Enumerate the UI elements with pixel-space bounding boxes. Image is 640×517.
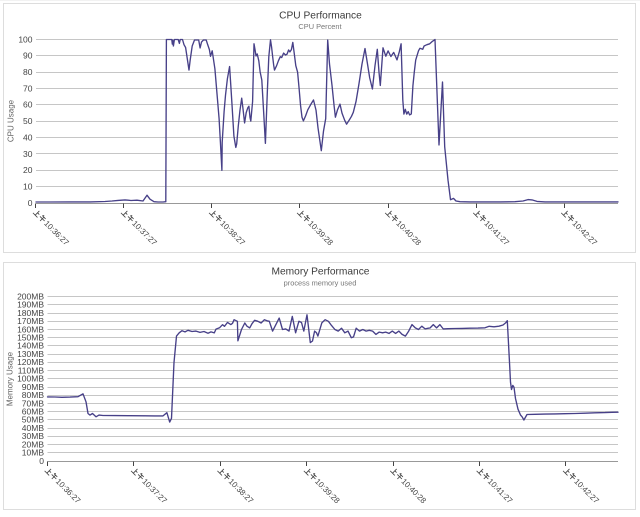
svg-text:30MB: 30MB [22, 431, 45, 441]
svg-text:20MB: 20MB [22, 439, 45, 449]
svg-text:40MB: 40MB [22, 423, 45, 433]
svg-text:90MB: 90MB [22, 382, 45, 392]
svg-text:90: 90 [23, 51, 33, 61]
svg-text:110MB: 110MB [18, 365, 45, 375]
svg-text:CPU Performance: CPU Performance [279, 11, 362, 22]
svg-text:170MB: 170MB [17, 316, 44, 326]
svg-text:process memory used: process memory used [284, 279, 357, 288]
svg-text:50MB: 50MB [22, 415, 45, 425]
svg-text:100: 100 [18, 34, 32, 44]
svg-text:Memory Usage: Memory Usage [6, 351, 15, 406]
svg-text:150MB: 150MB [17, 333, 44, 343]
svg-text:20: 20 [23, 165, 33, 175]
svg-text:190MB: 190MB [17, 300, 44, 310]
svg-text:120MB: 120MB [17, 357, 44, 367]
svg-text:160MB: 160MB [17, 324, 44, 334]
svg-text:100MB: 100MB [17, 374, 44, 384]
svg-text:40: 40 [23, 132, 33, 142]
svg-text:180MB: 180MB [17, 308, 44, 318]
svg-text:80MB: 80MB [22, 390, 45, 400]
svg-text:30: 30 [23, 149, 33, 159]
svg-text:Memory Performance: Memory Performance [272, 267, 370, 278]
svg-text:60MB: 60MB [22, 407, 45, 417]
svg-text:50: 50 [23, 116, 33, 126]
svg-text:CPU Percent: CPU Percent [298, 22, 341, 31]
svg-text:60: 60 [23, 100, 33, 110]
svg-text:70: 70 [23, 83, 33, 93]
svg-text:10: 10 [23, 182, 33, 192]
svg-text:140MB: 140MB [17, 341, 44, 351]
svg-text:0: 0 [28, 198, 33, 208]
svg-text:130MB: 130MB [17, 349, 44, 359]
svg-text:80: 80 [23, 67, 33, 77]
svg-text:70MB: 70MB [22, 398, 45, 408]
svg-text:CPU Usage: CPU Usage [7, 99, 16, 142]
svg-text:10MB: 10MB [22, 448, 45, 458]
svg-text:0: 0 [39, 456, 44, 466]
svg-text:200MB: 200MB [17, 291, 44, 301]
